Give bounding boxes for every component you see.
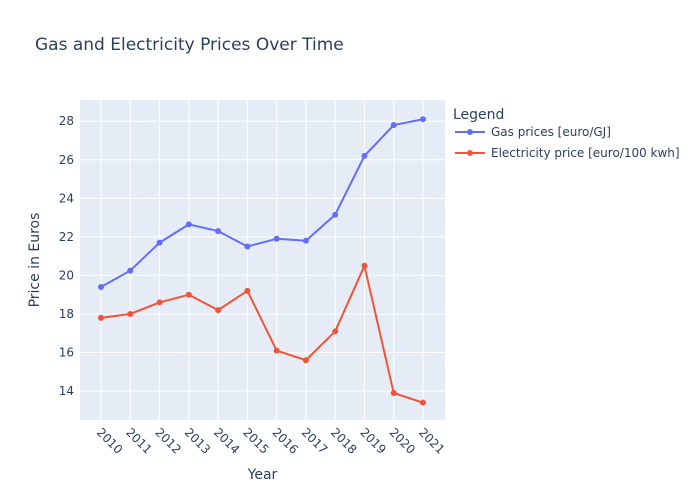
legend: Legend Gas prices [euro/GJ] Electricity p… <box>453 107 680 160</box>
data-point <box>420 399 426 406</box>
series-layer <box>98 116 426 406</box>
x-tick-label: 2019 <box>357 425 388 456</box>
series-0 <box>98 116 426 290</box>
grid-lines <box>80 100 445 420</box>
x-tick-label: 2015 <box>240 425 271 456</box>
data-point <box>302 357 309 364</box>
data-point <box>127 267 134 274</box>
legend-title: Legend <box>453 107 504 123</box>
x-tick-label: 2011 <box>123 425 154 456</box>
data-point <box>273 347 280 354</box>
y-tick-label: 24 <box>59 191 74 205</box>
y-tick-label: 20 <box>59 268 74 282</box>
x-tick-label: 2016 <box>270 425 301 456</box>
data-point <box>361 152 368 159</box>
x-tick-label: 2013 <box>182 425 213 456</box>
x-tick-label: 2021 <box>416 425 447 456</box>
y-tick-label: 16 <box>59 346 74 360</box>
data-point <box>244 287 251 294</box>
x-tick-label: 2017 <box>299 425 330 456</box>
y-tick-label: 28 <box>59 114 74 128</box>
x-tick-label: 2010 <box>94 425 125 456</box>
x-axis-title: Year <box>247 467 278 483</box>
plot-area <box>80 100 445 420</box>
series-line <box>100 118 424 288</box>
legend-swatch-marker <box>467 129 473 135</box>
chart-title: Gas and Electricity Prices Over Time <box>35 35 344 55</box>
y-axis-ticks: 14 16 18 20 22 24 26 28 <box>59 114 74 398</box>
data-point <box>332 211 339 218</box>
data-point <box>156 299 163 306</box>
x-tick-label: 2012 <box>152 425 183 456</box>
x-tick-label: 2018 <box>328 425 359 456</box>
y-tick-label: 18 <box>59 307 74 321</box>
y-tick-label: 26 <box>59 153 74 167</box>
legend-item[interactable]: Electricity price [euro/100 kwh] <box>455 146 680 160</box>
data-point <box>185 221 192 228</box>
data-point <box>244 243 251 250</box>
data-point <box>127 310 134 317</box>
data-point <box>361 262 368 269</box>
series-line <box>100 264 424 404</box>
data-point <box>215 307 222 314</box>
data-point <box>332 328 339 335</box>
data-point <box>185 291 192 298</box>
y-axis-title: Price in Euros <box>27 213 43 308</box>
x-tick-label: 2014 <box>211 425 242 456</box>
x-tick-label: 2020 <box>387 425 418 456</box>
data-point <box>98 314 104 321</box>
legend-label: Electricity price [euro/100 kwh] <box>491 146 680 160</box>
data-point <box>302 237 309 244</box>
data-point <box>98 283 104 290</box>
series-1 <box>98 262 426 406</box>
legend-label: Gas prices [euro/GJ] <box>491 125 611 139</box>
y-tick-label: 22 <box>59 230 74 244</box>
data-point <box>273 235 280 242</box>
legend-item[interactable]: Gas prices [euro/GJ] <box>455 125 611 139</box>
x-axis-ticks: 2010201120122013201420152016201720182019… <box>94 425 447 456</box>
data-point <box>390 390 397 397</box>
data-point <box>215 228 222 235</box>
data-point <box>390 122 397 129</box>
y-tick-label: 14 <box>59 384 74 398</box>
data-point <box>420 116 426 123</box>
legend-swatch-marker <box>467 150 473 156</box>
data-point <box>156 239 163 246</box>
